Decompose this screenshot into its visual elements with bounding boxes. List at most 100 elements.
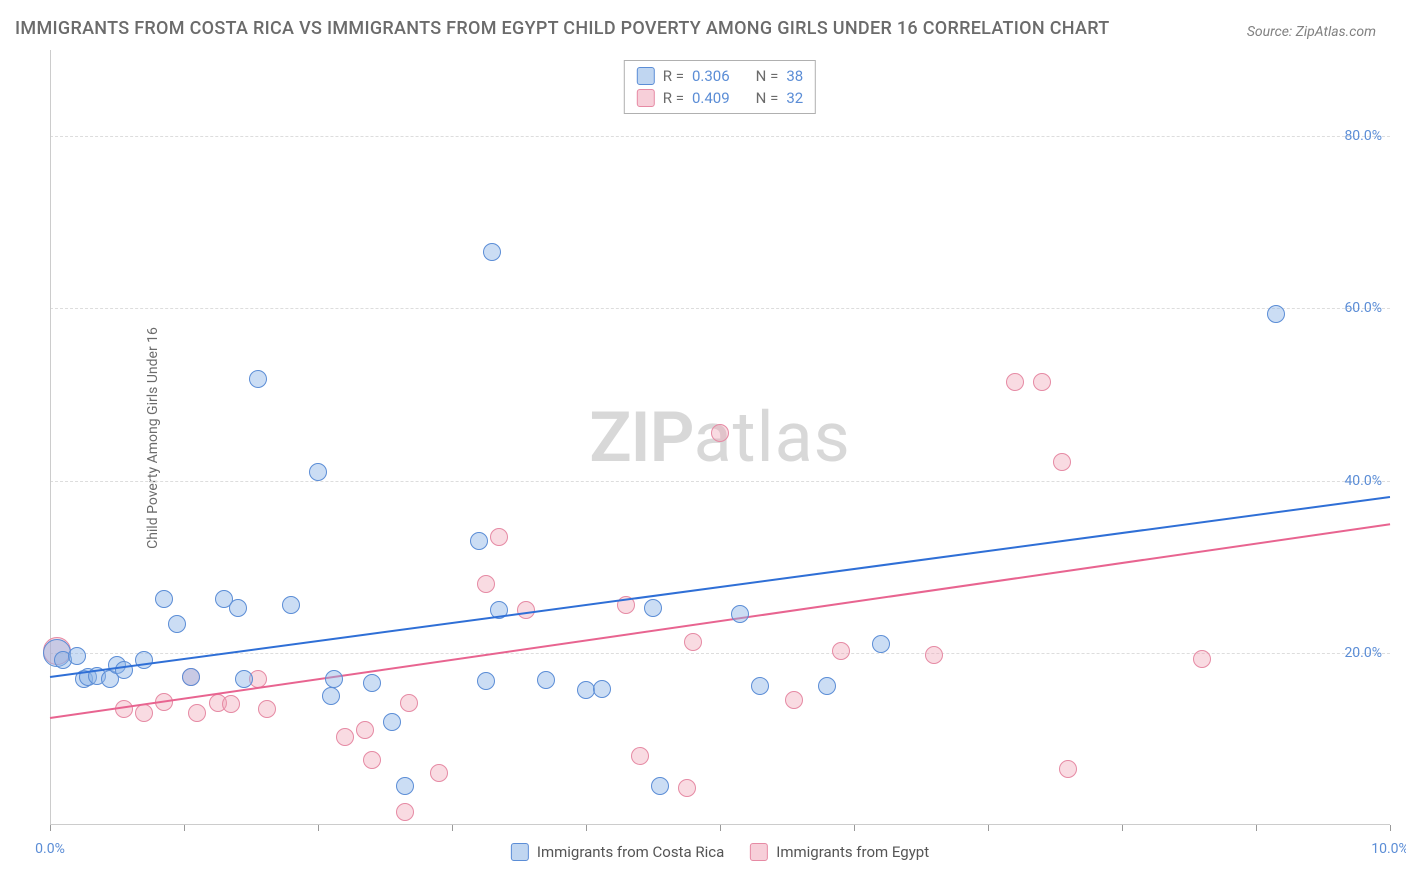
scatter-point-egypt: [1193, 650, 1211, 668]
y-tick-label: 20.0%: [1344, 645, 1382, 661]
x-tick-mark: [1256, 825, 1257, 831]
scatter-point-egypt: [678, 779, 696, 797]
legend-row-costa-rica: R = 0.306 N = 38: [637, 65, 803, 87]
scatter-point-egypt: [490, 528, 508, 546]
scatter-point-costa_rica: [282, 596, 300, 614]
scatter-point-costa_rica: [249, 370, 267, 388]
x-tick-mark: [318, 825, 319, 831]
x-tick-label: 10.0%: [1371, 841, 1406, 857]
scatter-point-costa_rica: [651, 777, 669, 795]
scatter-point-costa_rica: [168, 615, 186, 633]
scatter-point-costa_rica: [818, 677, 836, 695]
swatch-blue-icon: [511, 843, 529, 861]
x-tick-mark: [452, 825, 453, 831]
r-value-costa-rica: 0.306: [692, 67, 730, 85]
scatter-point-costa_rica: [593, 680, 611, 698]
scatter-point-egypt: [832, 642, 850, 660]
trendline-costa_rica: [50, 496, 1390, 678]
scatter-point-egypt: [925, 646, 943, 664]
y-tick-label: 40.0%: [1344, 473, 1382, 489]
scatter-point-costa_rica: [751, 677, 769, 695]
scatter-point-costa_rica: [322, 687, 340, 705]
legend-label-egypt: Immigrants from Egypt: [776, 843, 929, 861]
n-label: N =: [756, 89, 779, 107]
scatter-plot: ZIPatlas 20.0%40.0%60.0%80.0%0.0%10.0%: [50, 50, 1390, 825]
scatter-point-costa_rica: [155, 590, 173, 608]
x-tick-mark: [720, 825, 721, 831]
swatch-pink-icon: [750, 843, 768, 861]
scatter-point-costa_rica: [644, 599, 662, 617]
scatter-point-egypt: [517, 601, 535, 619]
y-tick-label: 80.0%: [1344, 128, 1382, 144]
series-legend: Immigrants from Costa Rica Immigrants fr…: [511, 843, 929, 861]
scatter-point-costa_rica: [396, 777, 414, 795]
scatter-point-costa_rica: [872, 635, 890, 653]
scatter-point-costa_rica: [1267, 305, 1285, 323]
scatter-point-costa_rica: [470, 532, 488, 550]
scatter-point-costa_rica: [309, 463, 327, 481]
x-tick-mark: [988, 825, 989, 831]
swatch-pink-icon: [637, 89, 655, 107]
x-tick-mark: [50, 825, 51, 831]
scatter-point-egypt: [336, 728, 354, 746]
y-axis: [50, 50, 51, 825]
legend-item-costa-rica: Immigrants from Costa Rica: [511, 843, 724, 861]
scatter-point-egypt: [396, 803, 414, 821]
scatter-point-egypt: [785, 691, 803, 709]
correlation-legend: R = 0.306 N = 38 R = 0.409 N = 32: [624, 60, 816, 114]
x-tick-mark: [854, 825, 855, 831]
scatter-point-egypt: [188, 704, 206, 722]
scatter-point-costa_rica: [537, 671, 555, 689]
gridline: [50, 136, 1390, 137]
watermark-bold: ZIP: [589, 397, 693, 479]
n-label: N =: [756, 67, 779, 85]
scatter-point-egypt: [711, 424, 729, 442]
scatter-point-egypt: [356, 721, 374, 739]
scatter-point-egypt: [222, 695, 240, 713]
scatter-point-costa_rica: [363, 674, 381, 692]
x-tick-mark: [184, 825, 185, 831]
source-attribution: Source: ZipAtlas.com: [1247, 24, 1376, 40]
scatter-point-costa_rica: [483, 243, 501, 261]
scatter-point-egypt: [1059, 760, 1077, 778]
x-tick-mark: [1390, 825, 1391, 831]
scatter-point-costa_rica: [229, 599, 247, 617]
legend-row-egypt: R = 0.409 N = 32: [637, 87, 803, 109]
scatter-point-costa_rica: [383, 713, 401, 731]
legend-label-costa-rica: Immigrants from Costa Rica: [537, 843, 724, 861]
x-tick-label: 0.0%: [35, 841, 65, 857]
scatter-point-costa_rica: [182, 668, 200, 686]
scatter-point-egypt: [1053, 453, 1071, 471]
swatch-blue-icon: [637, 67, 655, 85]
gridline: [50, 481, 1390, 482]
legend-item-egypt: Immigrants from Egypt: [750, 843, 929, 861]
gridline: [50, 653, 1390, 654]
scatter-point-costa_rica: [115, 661, 133, 679]
n-value-costa-rica: 38: [786, 67, 803, 85]
scatter-point-egypt: [1006, 373, 1024, 391]
scatter-point-egypt: [135, 704, 153, 722]
y-tick-label: 60.0%: [1344, 300, 1382, 316]
chart-area: Child Poverty Among Girls Under 16 ZIPat…: [50, 50, 1390, 825]
chart-title: IMMIGRANTS FROM COSTA RICA VS IMMIGRANTS…: [15, 18, 1110, 39]
scatter-point-egypt: [631, 747, 649, 765]
scatter-point-egypt: [1033, 373, 1051, 391]
r-label: R =: [663, 67, 684, 85]
r-label: R =: [663, 89, 684, 107]
scatter-point-egypt: [363, 751, 381, 769]
r-value-egypt: 0.409: [692, 89, 730, 107]
scatter-point-costa_rica: [477, 672, 495, 690]
gridline: [50, 308, 1390, 309]
scatter-point-egypt: [684, 633, 702, 651]
scatter-point-costa_rica: [68, 647, 86, 665]
scatter-point-egypt: [430, 764, 448, 782]
scatter-point-costa_rica: [325, 670, 343, 688]
trendline-egypt: [50, 524, 1390, 720]
scatter-point-costa_rica: [235, 670, 253, 688]
x-tick-mark: [1122, 825, 1123, 831]
x-tick-mark: [586, 825, 587, 831]
scatter-point-egypt: [258, 700, 276, 718]
scatter-point-egypt: [400, 694, 418, 712]
scatter-point-costa_rica: [731, 605, 749, 623]
scatter-point-egypt: [477, 575, 495, 593]
